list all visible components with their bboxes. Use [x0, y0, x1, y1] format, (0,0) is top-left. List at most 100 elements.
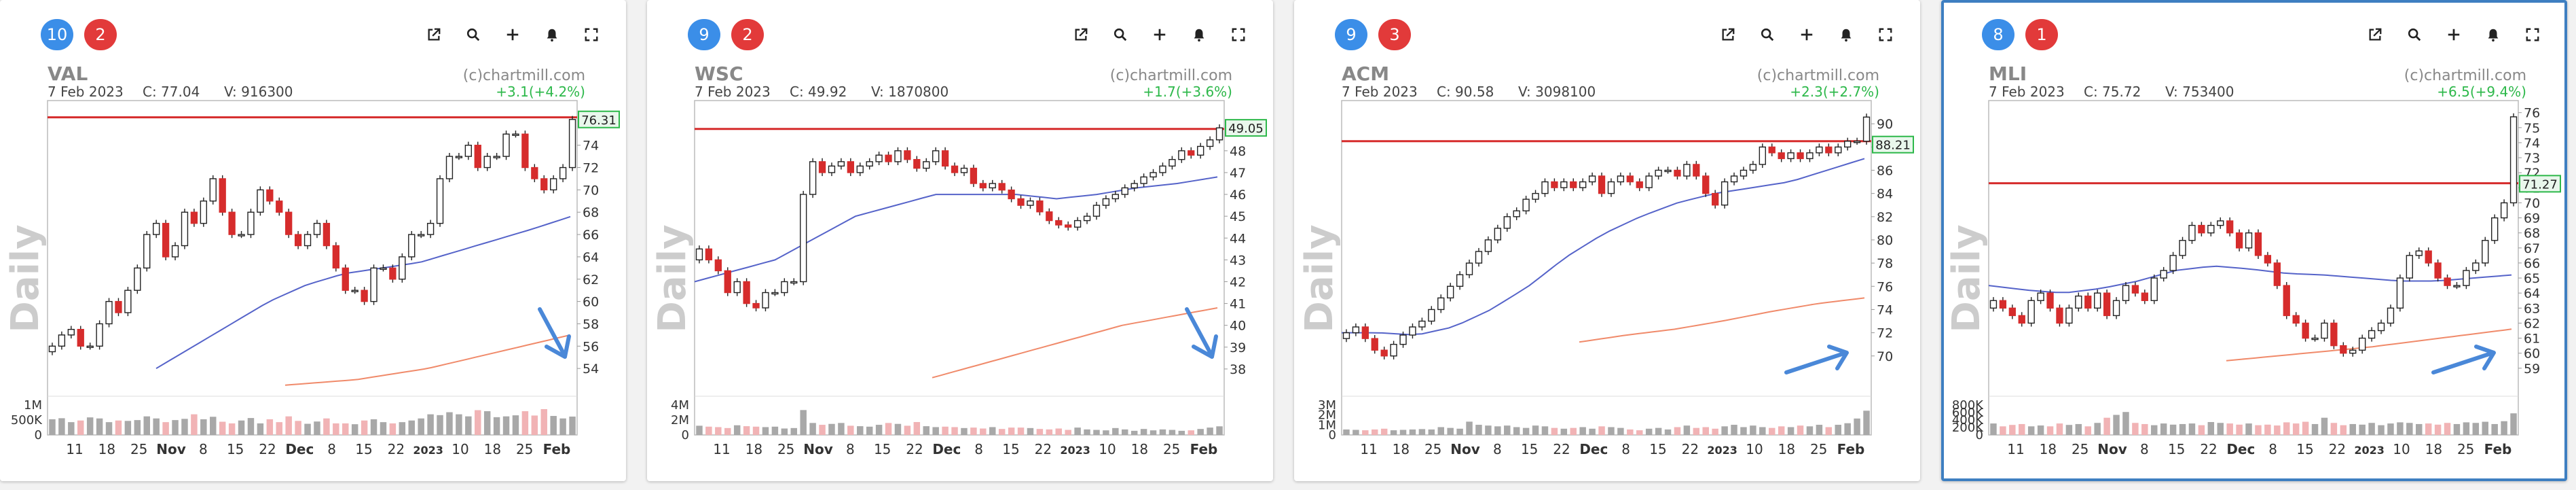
candle[interactable]: [1598, 172, 1606, 197]
candle[interactable]: [1017, 195, 1025, 209]
candle[interactable]: [1778, 149, 1785, 162]
candle[interactable]: [1560, 178, 1568, 192]
candle[interactable]: [408, 230, 416, 261]
candle[interactable]: [2453, 282, 2461, 290]
candle[interactable]: [1399, 331, 1407, 348]
candle[interactable]: [2056, 304, 2063, 327]
candle[interactable]: [2377, 319, 2385, 334]
candle[interactable]: [1371, 335, 1378, 354]
candle[interactable]: [2292, 312, 2300, 327]
candle[interactable]: [96, 320, 103, 350]
candle[interactable]: [1806, 149, 1814, 162]
candle[interactable]: [1749, 160, 1757, 174]
candle[interactable]: [2094, 290, 2101, 312]
plus-icon[interactable]: [2434, 19, 2473, 50]
chart-panel-acm[interactable]: 9 3 ACM 7 Feb 2023 C: 90.58 V: 3098100 (c)char…: [1294, 0, 1920, 481]
candle[interactable]: [1541, 178, 1549, 197]
candle[interactable]: [1740, 167, 1748, 180]
candle[interactable]: [502, 130, 510, 160]
candle[interactable]: [2235, 229, 2243, 251]
candle[interactable]: [2273, 259, 2281, 290]
candle[interactable]: [2349, 347, 2357, 357]
candle[interactable]: [399, 253, 406, 283]
candle[interactable]: [1588, 172, 1596, 186]
candle[interactable]: [2207, 222, 2215, 237]
candle[interactable]: [1522, 196, 1530, 215]
candle[interactable]: [1862, 113, 1871, 145]
candle[interactable]: [2008, 304, 2016, 319]
candle[interactable]: [1607, 178, 1615, 197]
candle[interactable]: [1759, 143, 1766, 169]
setup-rating-badge[interactable]: 1: [2025, 19, 2058, 50]
candle[interactable]: [276, 197, 283, 216]
candle[interactable]: [1102, 195, 1110, 209]
bell-icon[interactable]: [532, 19, 572, 50]
candle[interactable]: [800, 190, 807, 285]
candle[interactable]: [1626, 172, 1634, 186]
candle[interactable]: [941, 147, 949, 170]
candle[interactable]: [1484, 236, 1492, 256]
candle[interactable]: [875, 152, 883, 166]
candle[interactable]: [1027, 197, 1034, 209]
search-icon[interactable]: [1101, 19, 1140, 50]
candle[interactable]: [932, 147, 940, 166]
candle[interactable]: [2075, 292, 2082, 312]
candle[interactable]: [2046, 290, 2054, 312]
technical-rating-badge[interactable]: 9: [688, 19, 720, 50]
candle[interactable]: [48, 343, 56, 355]
setup-rating-badge[interactable]: 2: [84, 19, 117, 50]
candle[interactable]: [2065, 304, 2073, 327]
candle[interactable]: [294, 230, 302, 249]
candle[interactable]: [1390, 340, 1397, 360]
candle[interactable]: [2141, 290, 2148, 304]
candle[interactable]: [2396, 274, 2404, 312]
candle[interactable]: [2112, 297, 2120, 319]
candle[interactable]: [2472, 259, 2480, 275]
candle[interactable]: [2491, 214, 2499, 244]
candle[interactable]: [2245, 229, 2253, 251]
candle[interactable]: [1046, 208, 1053, 224]
candle[interactable]: [181, 209, 189, 249]
candle[interactable]: [1352, 323, 1360, 336]
candle[interactable]: [1092, 201, 1101, 220]
bell-icon[interactable]: [1826, 19, 1866, 50]
candle[interactable]: [474, 141, 481, 171]
candle[interactable]: [2226, 217, 2234, 237]
candle[interactable]: [162, 220, 170, 261]
candle[interactable]: [1730, 172, 1738, 186]
candle[interactable]: [2131, 282, 2139, 297]
candle[interactable]: [285, 209, 293, 239]
candle[interactable]: [1140, 173, 1147, 188]
candle[interactable]: [1636, 178, 1643, 192]
candle[interactable]: [1494, 224, 1501, 244]
candle[interactable]: [1503, 213, 1511, 232]
candle[interactable]: [1169, 156, 1176, 170]
candle[interactable]: [58, 331, 66, 350]
candle[interactable]: [361, 287, 368, 305]
candle[interactable]: [247, 209, 255, 239]
candle[interactable]: [733, 278, 741, 296]
candle[interactable]: [904, 147, 911, 163]
candle[interactable]: [1999, 297, 2007, 312]
candle[interactable]: [1797, 149, 1804, 162]
plus-icon[interactable]: [1140, 19, 1179, 50]
candle[interactable]: [1036, 197, 1044, 215]
candle[interactable]: [1825, 143, 1833, 156]
candle[interactable]: [2150, 274, 2158, 304]
candle[interactable]: [171, 242, 179, 261]
candle[interactable]: [2330, 319, 2338, 349]
candle[interactable]: [1645, 172, 1653, 192]
candle[interactable]: [2368, 327, 2376, 342]
candle[interactable]: [2018, 312, 2025, 327]
candle[interactable]: [209, 175, 217, 205]
candle[interactable]: [200, 197, 207, 227]
candle[interactable]: [1702, 172, 1710, 197]
candle[interactable]: [1361, 323, 1369, 343]
candle[interactable]: [105, 298, 113, 328]
candle[interactable]: [714, 256, 722, 275]
candle[interactable]: [951, 162, 959, 177]
candle[interactable]: [1447, 283, 1454, 302]
candle[interactable]: [2188, 222, 2196, 244]
